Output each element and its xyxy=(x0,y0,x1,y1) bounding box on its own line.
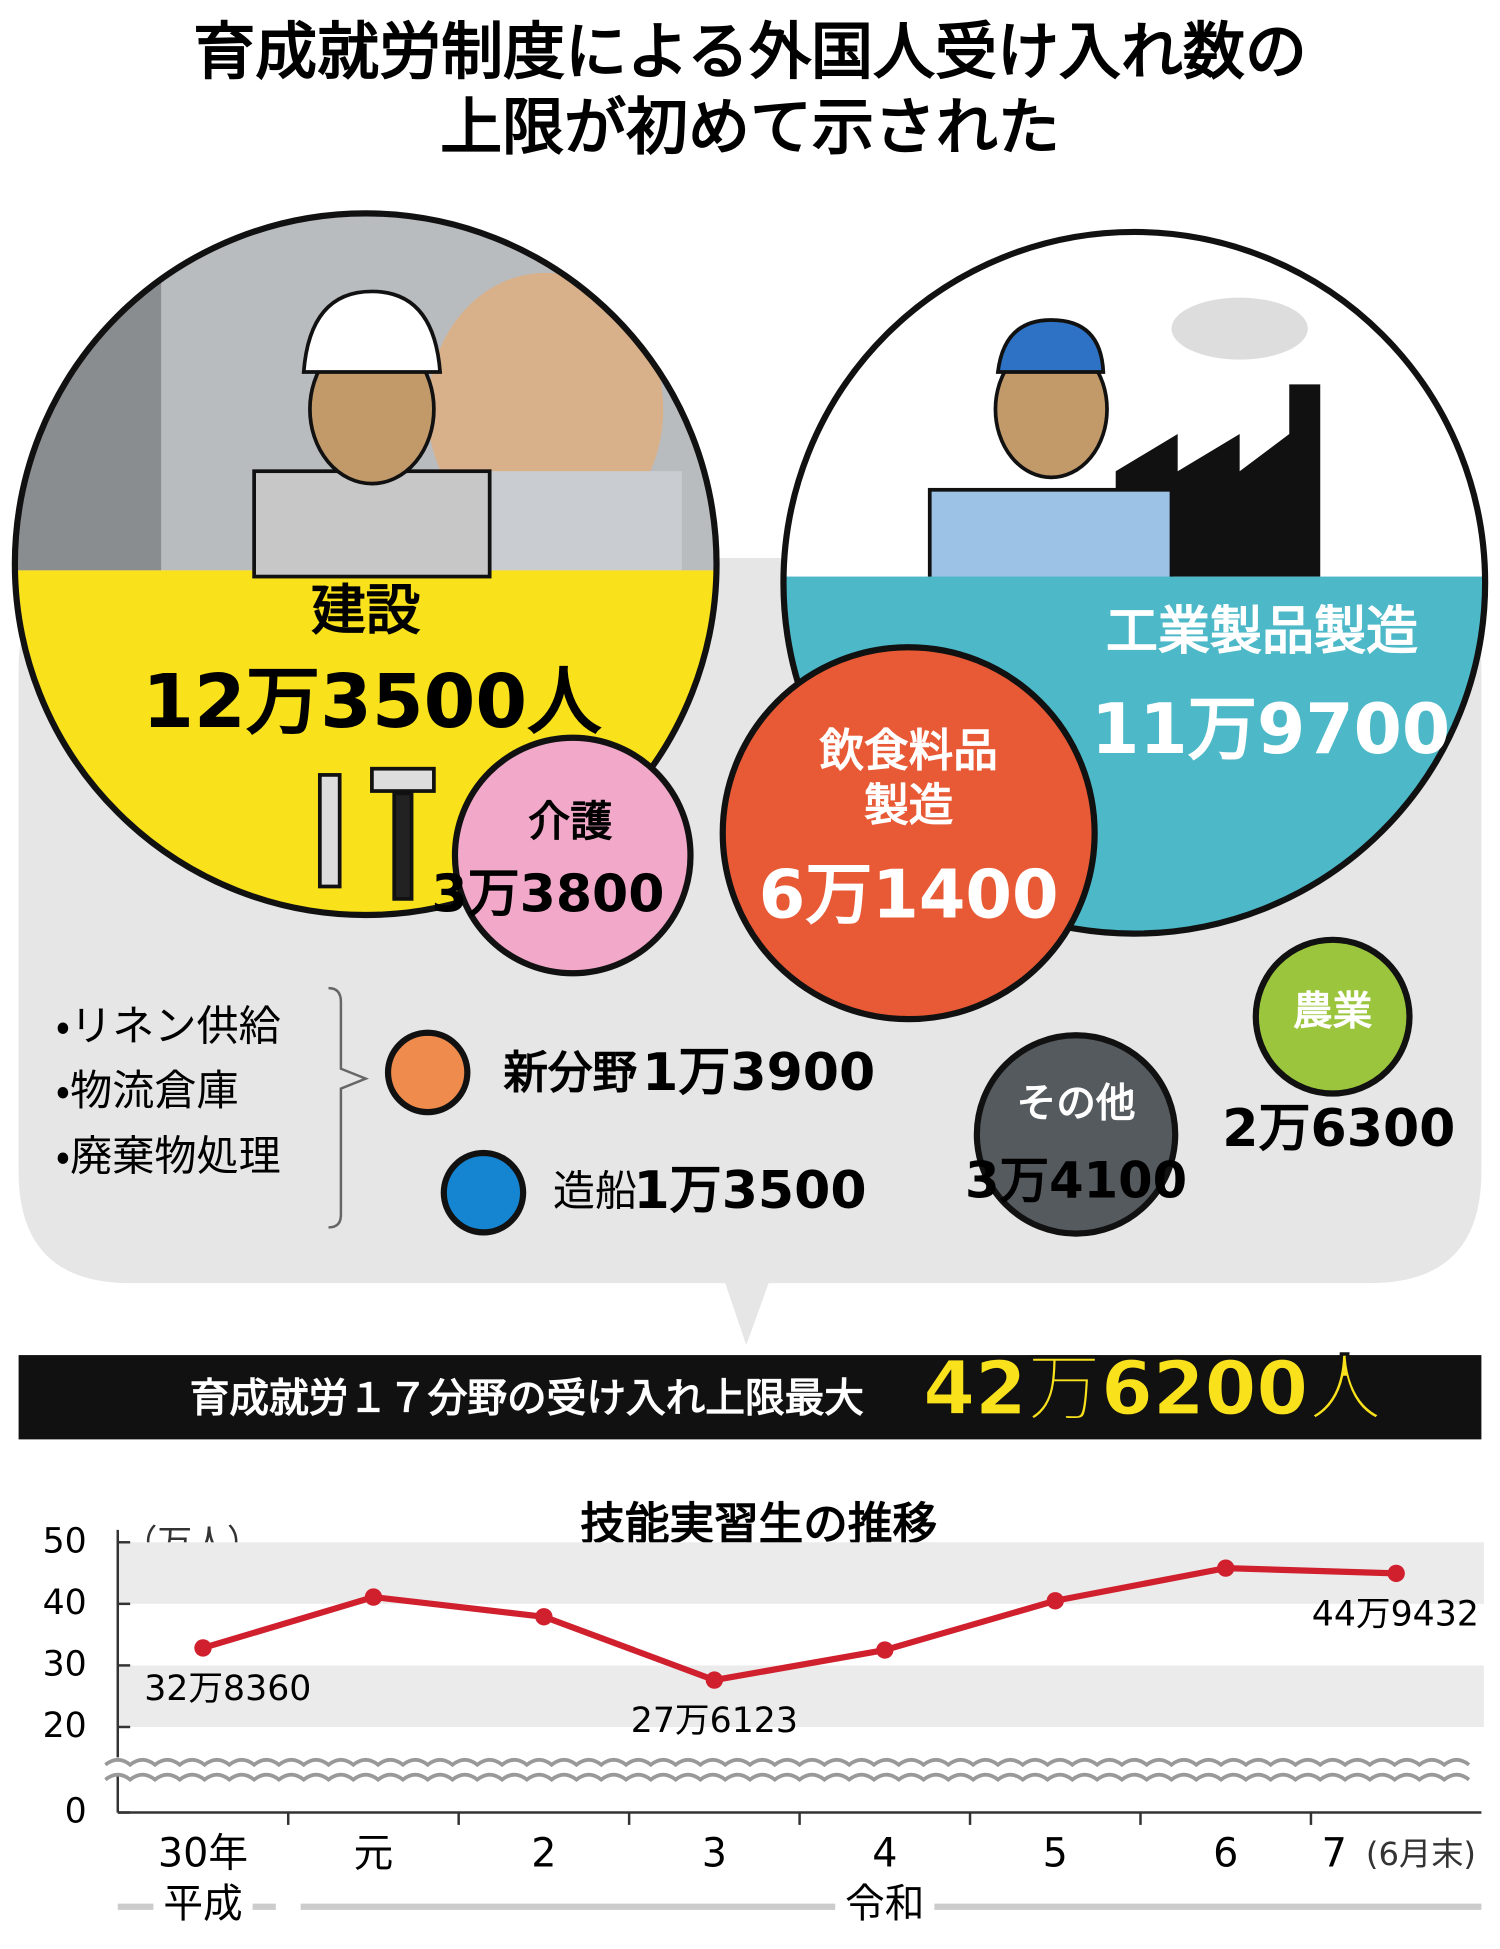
chart-title: 技能実習生の推移 xyxy=(580,1498,937,1550)
line-series xyxy=(202,1565,1397,1684)
care-circle xyxy=(451,734,694,977)
sector-value: 11万9700 xyxy=(1091,690,1450,770)
sector-value: 3万3800 xyxy=(431,865,664,925)
sector-name: 造船 xyxy=(553,1166,637,1215)
point xyxy=(1046,1592,1064,1610)
x-tick-label: 3 xyxy=(702,1830,727,1876)
sector-value: 2万6300 xyxy=(1222,1099,1455,1159)
x-tick-label: 7 xyxy=(1322,1830,1347,1876)
point xyxy=(535,1608,553,1626)
field-item: ・リネン供給 xyxy=(56,1002,281,1051)
value-label: 27万6123 xyxy=(631,1701,798,1741)
sector-name: 農業 xyxy=(1293,989,1373,1035)
circle-outline xyxy=(780,228,1489,937)
new-field-dot xyxy=(384,1029,471,1116)
value-label: 32万8360 xyxy=(144,1669,311,1709)
x-tick-label: 5 xyxy=(1043,1830,1068,1876)
x-tick-label: 4 xyxy=(872,1830,897,1876)
x-tick-label: 2 xyxy=(531,1830,556,1876)
y-tick-label: 30 xyxy=(43,1644,87,1684)
era-label: 平成 xyxy=(163,1881,242,1927)
sector-value: 12万3500人 xyxy=(142,658,602,745)
other-circle xyxy=(973,1032,1179,1237)
total-bar xyxy=(18,1355,1482,1440)
y-tick-label: 0 xyxy=(65,1792,87,1832)
y-tick-label: 40 xyxy=(43,1583,87,1623)
sector-value: 1万3900 xyxy=(642,1043,875,1103)
point xyxy=(705,1671,724,1689)
grid-band xyxy=(117,1542,1484,1604)
point xyxy=(1217,1559,1235,1577)
title: 上限が初めて示された xyxy=(440,91,1060,164)
sector-name: 建設 xyxy=(311,578,421,642)
total-value: 42万6200人 xyxy=(923,1345,1383,1432)
point xyxy=(1387,1564,1405,1583)
point xyxy=(876,1641,894,1659)
value-label: 44万9432 xyxy=(1312,1595,1479,1635)
sector-value: 1万3500 xyxy=(633,1161,866,1221)
x-tick-label: 30年 xyxy=(158,1830,248,1876)
circle-outline xyxy=(11,210,720,919)
era-label: 令和 xyxy=(845,1881,924,1927)
field-item: ・廃棄物処理 xyxy=(56,1132,281,1181)
y-tick-label: 20 xyxy=(43,1706,87,1746)
tools-icon xyxy=(317,766,436,901)
y-tick-label: 50 xyxy=(43,1521,87,1561)
bracket xyxy=(328,986,370,1229)
grid-band xyxy=(117,1665,1484,1727)
sector-name: 介護 xyxy=(528,797,613,846)
shipbuilding-dot xyxy=(440,1149,527,1236)
sector-name: 新分野 xyxy=(503,1047,637,1099)
sector-value: 6万1400 xyxy=(759,855,1059,933)
agri-circle xyxy=(1252,936,1413,1097)
sector-name: その他 xyxy=(1017,1080,1136,1126)
x-note: (6月末) xyxy=(1366,1835,1476,1873)
era-bg xyxy=(153,1884,253,1930)
axis-break-line xyxy=(104,1772,1471,1783)
axis-break-line xyxy=(104,1757,1471,1768)
x-tick-label: 元 xyxy=(354,1830,394,1876)
x-tick-label: 6 xyxy=(1213,1830,1238,1876)
line-chart: 0 20 30 40 50 30年 元 2 3 4 5 6 7 (6月末) 平成 令和 32万8360 27万61… xyxy=(43,1521,1497,1930)
total-label: 育成就労１７分野の受け入れ上限最大 xyxy=(190,1375,864,1421)
point xyxy=(364,1588,383,1606)
sector-value: 3万4100 xyxy=(965,1152,1187,1210)
food-circle xyxy=(719,644,1098,1023)
era-bg xyxy=(835,1884,935,1930)
sector-name: 工業製品製造 xyxy=(1106,602,1418,662)
sector-name: 製造 xyxy=(864,779,954,831)
field-item: ・物流倉庫 xyxy=(56,1066,239,1115)
point xyxy=(194,1639,212,1657)
title: 育成就労制度による外国人受け入れ数の xyxy=(193,15,1307,88)
sector-name: 飲食料品 xyxy=(818,725,997,777)
